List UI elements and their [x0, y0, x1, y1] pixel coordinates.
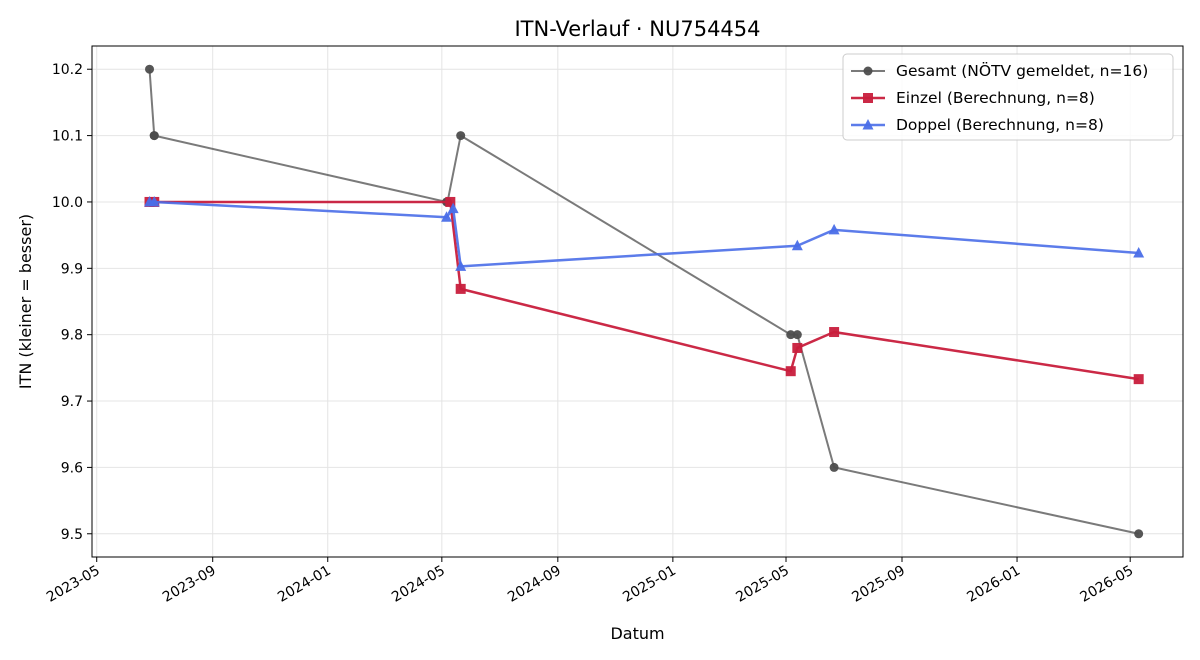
legend-swatch-marker	[862, 119, 874, 130]
data-point-doppel	[828, 223, 840, 235]
legend-label: Einzel (Berechnung, n=8)	[896, 89, 1095, 107]
legend-item-einzel: Einzel (Berechnung, n=8)	[851, 89, 1095, 107]
x-tick-label: 2025-05	[733, 563, 792, 606]
series-layer	[144, 64, 1145, 539]
data-point-einzel	[1133, 374, 1144, 385]
data-point-gesamt	[786, 330, 796, 340]
x-tick-label: 2024-05	[389, 563, 448, 606]
x-tick-label: 2025-01	[620, 563, 679, 606]
data-point-einzel	[455, 283, 466, 294]
series-line-einzel	[149, 200, 1139, 381]
legend-swatch-marker	[863, 93, 873, 103]
legend-swatch-marker	[863, 66, 873, 76]
x-tick-label: 2026-01	[964, 563, 1023, 606]
data-point-doppel	[791, 239, 803, 251]
series-gesamt	[145, 64, 1144, 539]
grid	[92, 46, 1183, 557]
y-tick-label: 10.2	[52, 62, 83, 78]
legend-label: Gesamt (NÖTV gemeldet, n=16)	[896, 61, 1148, 80]
y-tick-label: 9.7	[61, 394, 83, 410]
legend-box	[842, 53, 1174, 141]
y-tick-label: 9.8	[61, 328, 83, 344]
x-tick-label: 2024-09	[505, 563, 564, 606]
x-axis-label: Datum	[610, 624, 664, 643]
y-tick-label: 9.6	[61, 460, 83, 476]
data-point-doppel	[441, 211, 453, 222]
series-einzel	[144, 196, 1144, 385]
series-line-doppel	[149, 200, 1139, 268]
data-point-gesamt	[792, 330, 802, 340]
data-point-einzel	[445, 196, 456, 207]
chart-title: ITN-Verlauf · NU754454	[514, 17, 760, 41]
legend-item-gesamt: Gesamt (NÖTV gemeldet, n=16)	[851, 61, 1148, 80]
data-point-doppel	[1133, 247, 1145, 258]
data-point-gesamt	[145, 64, 155, 74]
data-point-doppel	[148, 195, 160, 207]
legend-item-doppel: Doppel (Berechnung, n=8)	[851, 116, 1104, 134]
data-point-doppel	[455, 260, 467, 271]
plot-frame	[91, 45, 1184, 558]
series-doppel	[144, 195, 1145, 271]
x-tick-label: 2025-09	[849, 563, 908, 606]
x-tick-label: 2023-05	[44, 563, 103, 606]
legend-label: Doppel (Berechnung, n=8)	[896, 116, 1104, 134]
data-point-gesamt	[456, 131, 466, 141]
y-tick-label: 10.1	[52, 129, 83, 145]
data-point-gesamt	[1134, 529, 1144, 539]
data-point-einzel	[829, 327, 840, 338]
y-axis-label: ITN (kleiner = besser)	[16, 214, 35, 389]
legend: Gesamt (NÖTV gemeldet, n=16) Einzel (Bere…	[842, 53, 1174, 141]
x-tick-label: 2026-05	[1078, 563, 1137, 606]
x-tick-label: 2023-09	[160, 563, 219, 606]
data-point-gesamt	[829, 462, 839, 472]
data-point-gesamt	[149, 131, 159, 141]
x-tick-label: 2024-01	[275, 563, 334, 606]
y-tick-label: 10.0	[52, 195, 83, 211]
data-point-einzel	[792, 342, 803, 353]
y-tick-label: 9.5	[61, 527, 83, 543]
data-point-doppel	[447, 202, 459, 214]
ticks: 2023-05 2023-09 2024-01 2024-05 2024-09 2025-…	[44, 62, 1136, 605]
y-tick-label: 9.9	[61, 261, 83, 277]
data-point-einzel	[785, 366, 796, 377]
